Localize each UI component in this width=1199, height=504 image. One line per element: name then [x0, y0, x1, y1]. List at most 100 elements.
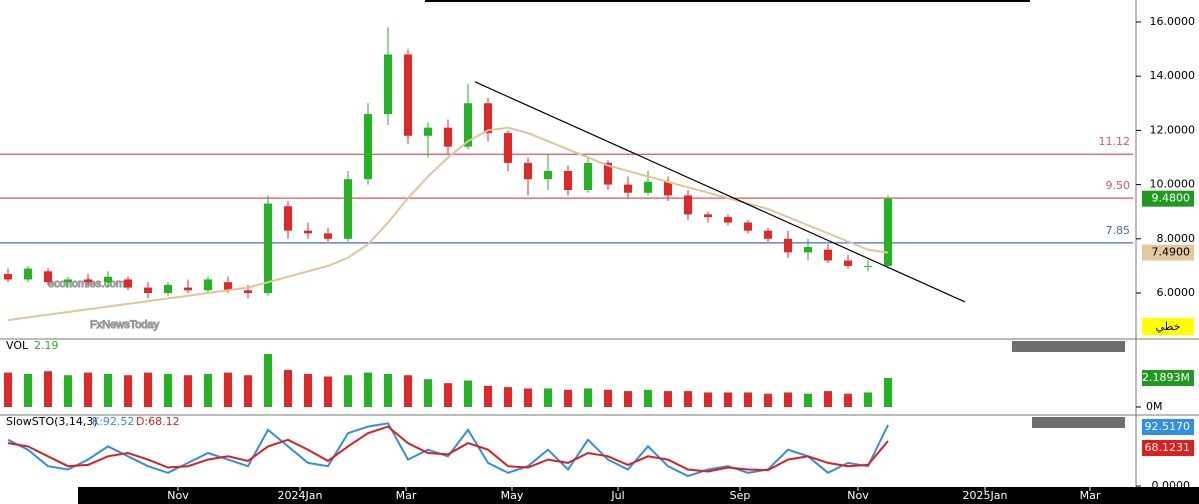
candle-body	[764, 230, 772, 239]
volume-bar	[244, 375, 252, 407]
x-tick-label: Nov	[167, 489, 189, 502]
stochastic-line	[7, 422, 889, 478]
volume-bar	[504, 387, 512, 407]
volume-bar	[764, 393, 772, 407]
candle-body	[524, 162, 532, 180]
volume-marker-label: 2.1893M	[1142, 371, 1190, 384]
x-tick-label: May	[501, 489, 524, 502]
candle-body	[544, 171, 552, 180]
candle-body	[804, 246, 812, 253]
volume-bar	[864, 392, 872, 407]
y-tick-label: 12.0000	[1150, 123, 1196, 136]
volume-bar	[704, 392, 712, 407]
volume-bar	[584, 388, 592, 407]
legend-name: SlowSTO(3,14,3)	[6, 415, 98, 428]
candle-body	[244, 290, 252, 294]
volume-bar	[24, 373, 32, 407]
candle-body	[624, 184, 632, 193]
candle-body	[744, 222, 752, 231]
volume-bar	[884, 378, 892, 407]
y-tick-label: 16.0000	[1150, 15, 1196, 28]
volume-bar	[144, 372, 152, 407]
time-axis	[78, 487, 1199, 504]
volume-bar	[824, 391, 832, 407]
volume-bar	[544, 388, 552, 407]
candle-body	[324, 233, 332, 239]
volume-bar	[464, 380, 472, 407]
candle-body	[504, 133, 512, 163]
stochastic-marker-label: 68.1231	[1145, 441, 1191, 454]
candle-body	[184, 287, 192, 291]
toolbar	[1032, 417, 1125, 428]
candle-body	[844, 260, 852, 266]
candle-body	[824, 249, 832, 261]
candle-body	[424, 127, 432, 136]
x-tick-label: Sep	[730, 489, 751, 502]
volume-bar	[344, 375, 352, 407]
y-tick-label: 14.0000	[1150, 69, 1196, 82]
volume-bar	[324, 376, 332, 407]
volume-bar	[424, 379, 432, 407]
volume-bar	[564, 389, 572, 407]
candle-body	[24, 268, 32, 280]
candle-body	[704, 214, 712, 218]
watermark: FxNewsToday	[90, 319, 160, 331]
x-tick-label: Mar	[396, 489, 417, 502]
volume-bar	[104, 373, 112, 407]
price-marker-label: 9.4800	[1152, 192, 1191, 205]
y-tick-label: 10.0000	[1150, 178, 1196, 191]
volume-bar	[224, 372, 232, 407]
volume-bar	[384, 373, 392, 407]
volume-bar	[64, 375, 72, 407]
candle-body	[884, 198, 892, 266]
volume-bar	[744, 392, 752, 407]
candle-body	[684, 195, 692, 215]
candle-body	[124, 279, 132, 288]
candle-body	[464, 103, 472, 147]
volume-bar	[784, 392, 792, 407]
volume-bar	[804, 393, 812, 407]
volume-bar	[184, 375, 192, 407]
candle-body	[864, 265, 872, 267]
price-marker	[1142, 244, 1194, 261]
x-tick-label: 2025Jan	[963, 489, 1008, 502]
volume-bar	[624, 391, 632, 407]
volume-bar	[264, 354, 272, 407]
candle-body	[564, 171, 572, 191]
stochastic-marker	[1142, 440, 1194, 456]
candle-body	[104, 276, 112, 283]
volume-bar	[844, 393, 852, 407]
volume-bar	[404, 375, 412, 407]
level-label: 9.50	[1106, 179, 1131, 192]
volume-bar	[664, 391, 672, 407]
volume-bar	[124, 375, 132, 407]
candle-body	[784, 238, 792, 253]
y-tick-label: 6.0000	[1157, 286, 1196, 299]
candle-body	[384, 54, 392, 115]
candle-body	[4, 274, 12, 280]
volume-marker	[1142, 370, 1194, 387]
volume-bar	[724, 392, 732, 407]
candle-body	[404, 54, 412, 136]
volume-bar	[364, 372, 372, 407]
volume-toolbar	[1012, 341, 1125, 428]
legend-entry: D:68.12	[136, 415, 180, 428]
y-tick-label: 0M	[1146, 400, 1163, 413]
volume-bar	[684, 391, 692, 407]
candle-body	[724, 217, 732, 223]
volume-bar	[284, 369, 292, 407]
candle-body	[484, 103, 492, 134]
price-marker	[1142, 190, 1194, 207]
volume-bar	[164, 373, 172, 407]
candle-body	[604, 162, 612, 185]
volume-bar	[84, 372, 92, 407]
volume-bar	[524, 388, 532, 407]
candle-body	[584, 162, 592, 191]
stochastic-line	[7, 425, 889, 473]
y-tick-label: 0.0000	[1152, 479, 1191, 492]
volume-bar	[644, 389, 652, 407]
candle-body	[644, 181, 652, 193]
candle-body	[304, 230, 312, 234]
toolbar	[1012, 341, 1125, 352]
